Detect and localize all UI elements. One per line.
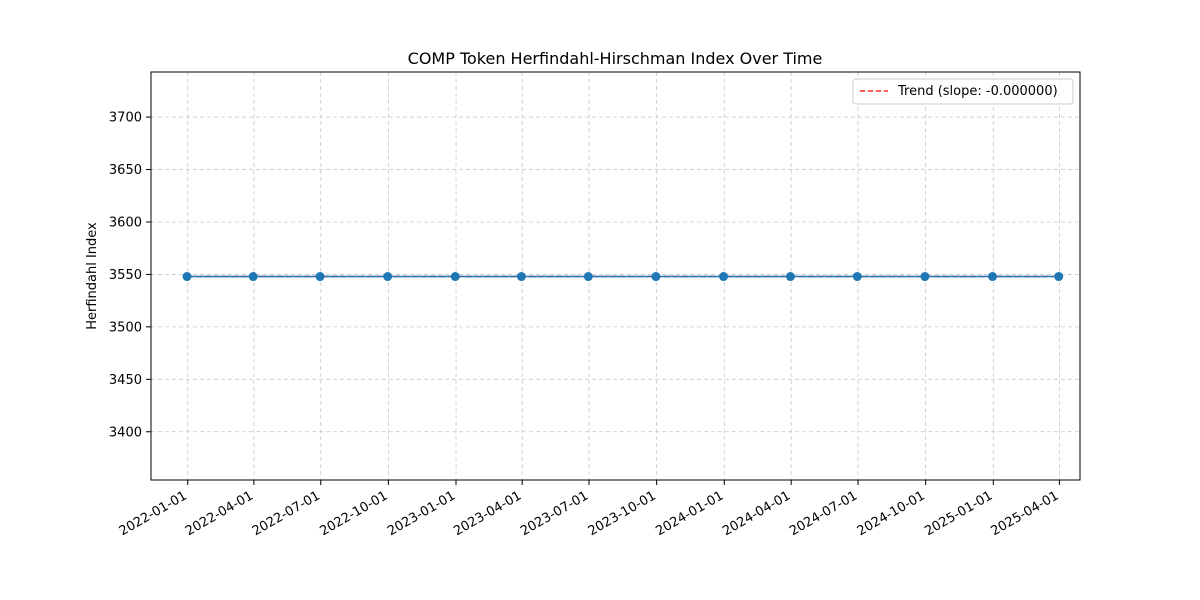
y-tick-label: 3400 (109, 425, 142, 440)
data-point (852, 272, 862, 282)
y-gridlines (151, 116, 1080, 433)
data-point (383, 272, 393, 282)
legend-box (852, 78, 1074, 105)
y-tick-label: 3650 (109, 163, 142, 178)
data-point (583, 272, 593, 282)
data-point (450, 272, 460, 282)
chart-title: COMP Token Herfindahl-Hirschman Index Ov… (408, 49, 823, 68)
data-point (719, 272, 729, 282)
y-axis-ticks: 3400 3450 3500 3550 3600 3650 3700 (109, 111, 151, 440)
data-point (315, 272, 325, 282)
data-point (182, 272, 192, 282)
data-point (1054, 272, 1064, 282)
y-tick-label: 3500 (109, 320, 142, 335)
series-layer (182, 272, 1064, 282)
data-point (920, 272, 930, 282)
y-tick-label: 3550 (109, 268, 142, 283)
data-point (516, 272, 526, 282)
legend-trend-label: Trend (slope: -0.000000) (897, 84, 1058, 99)
legend: Trend (slope: -0.000000) (852, 78, 1074, 105)
plot-area-frame (150, 71, 1081, 481)
data-point (785, 272, 795, 282)
data-point (651, 272, 661, 282)
y-tick-label: 3600 (109, 215, 142, 230)
data-point (248, 272, 258, 282)
y-axis-label: Herfindahl Index (85, 222, 100, 330)
data-point (988, 272, 998, 282)
y-tick-label: 3700 (109, 111, 142, 126)
y-tick-label: 3450 (109, 373, 142, 388)
